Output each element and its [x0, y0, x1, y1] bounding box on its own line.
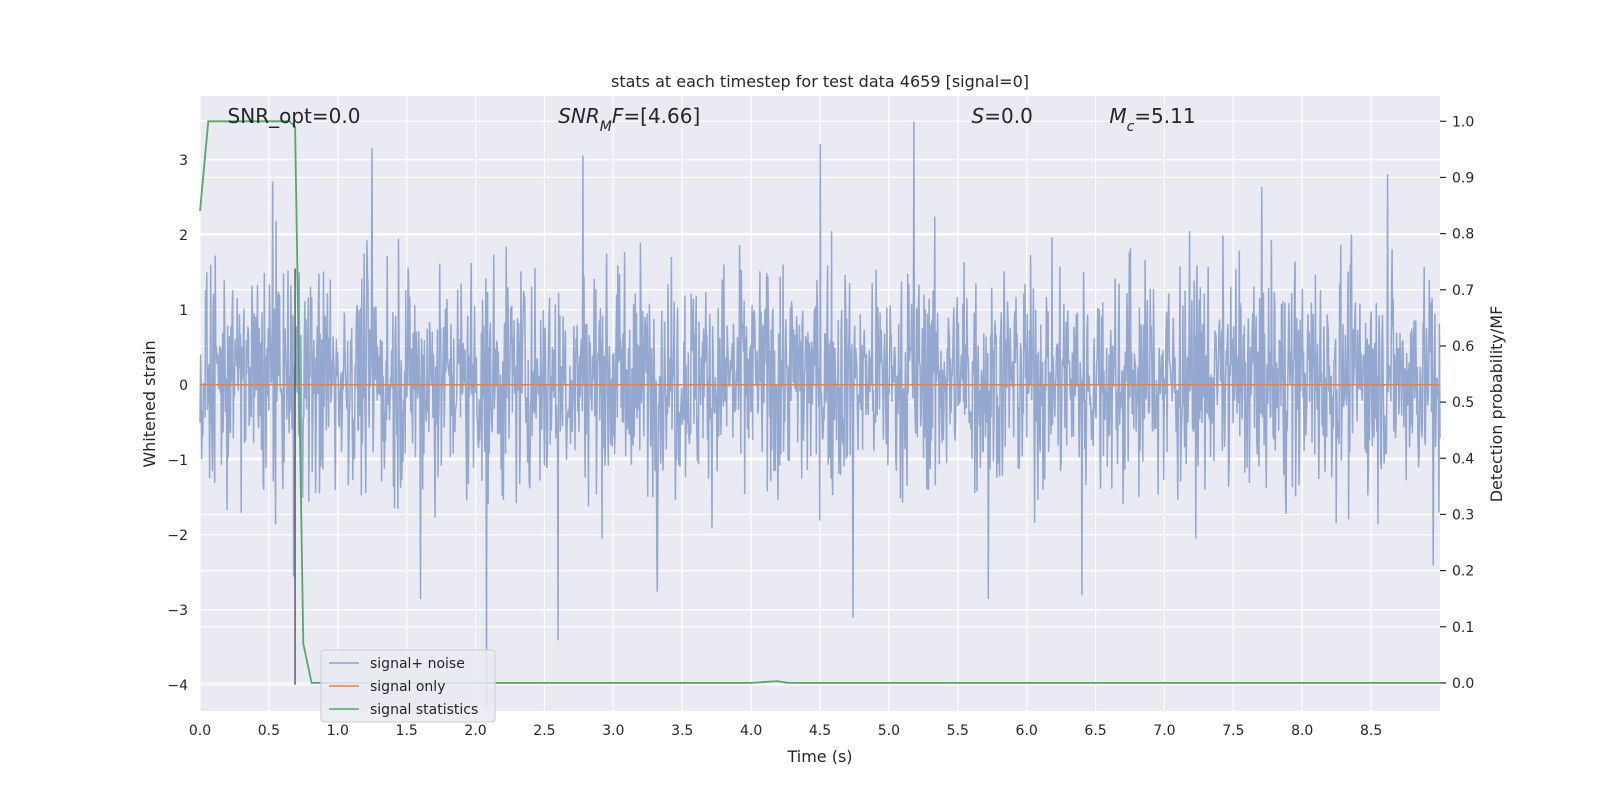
y2-tick-label: 0.1	[1452, 620, 1474, 636]
y-tick-label: 0	[179, 378, 188, 394]
y2-tick-label: 0.2	[1452, 564, 1474, 580]
y2-tick-label: 0.0	[1452, 676, 1474, 692]
signal-statistics-line	[199, 120, 1440, 684]
y-tick-label: −4	[167, 678, 188, 694]
y-tick-label: 3	[179, 153, 188, 169]
annotations: SNR_opt=0.0 SNRMF=[4.66] S=0.0 Mc=5.11	[228, 104, 1196, 135]
legend-label-signal-only: signal only	[370, 679, 445, 695]
x-tick-label: 6.5	[1084, 723, 1106, 739]
x-tick-label: 2.5	[533, 723, 555, 739]
y-tick-label: 2	[179, 228, 188, 244]
x-tick-label: 3.0	[602, 723, 624, 739]
x-tick-label: 0.5	[258, 723, 280, 739]
y2-tick-label: 0.7	[1452, 283, 1474, 299]
y-tick-label: −1	[167, 453, 188, 469]
annotation-3: Mc=5.11	[1109, 104, 1195, 135]
annotation-2: S=0.0	[972, 104, 1033, 128]
y2-axis-label: Detection probability/MF	[1487, 306, 1506, 503]
y2-tick-label: 0.3	[1452, 507, 1474, 523]
chart-title: stats at each timestep for test data 465…	[611, 72, 1029, 91]
y-axis-ticks: −4 −3 −2 −1 0 1 2 3	[167, 153, 188, 694]
x-tick-label: 0.0	[189, 723, 211, 739]
y2-tick-label: 0.4	[1452, 451, 1474, 467]
legend: signal+ noise signal only signal statist…	[320, 649, 496, 723]
y2-tick-label: 0.6	[1452, 339, 1474, 355]
series-signal-noise	[199, 121, 1441, 709]
y2-tick-label: 0.8	[1452, 227, 1474, 243]
x-tick-label: 5.0	[878, 723, 900, 739]
annotation-0: SNR_opt=0.0	[228, 104, 361, 128]
legend-label-signal-statistics: signal statistics	[370, 702, 478, 718]
y-tick-label: −2	[167, 528, 188, 544]
legend-box	[320, 649, 496, 723]
legend-label-signal-noise: signal+ noise	[370, 656, 465, 672]
annotation-1: SNRMF=[4.66]	[558, 104, 700, 135]
x-tick-label: 7.0	[1153, 723, 1175, 739]
x-tick-label: 7.5	[1222, 723, 1244, 739]
y2-axis-ticks: 0.0 0.1 0.2 0.3 0.4 0.5 0.6 0.7 0.8 0.9 1.0	[1440, 114, 1474, 692]
y-tick-label: 1	[179, 303, 188, 319]
y2-tick-label: 0.5	[1452, 395, 1474, 411]
x-tick-label: 4.0	[740, 723, 762, 739]
x-tick-label: 1.0	[327, 723, 349, 739]
y-axis-label: Whitened strain	[140, 340, 159, 467]
x-tick-label: 4.5	[809, 723, 831, 739]
x-axis-label: Time (s)	[786, 747, 852, 766]
x-tick-label: 5.5	[947, 723, 969, 739]
signal-noise-trace	[199, 121, 1441, 709]
y2-tick-label: 1.0	[1452, 114, 1474, 130]
x-tick-label: 8.5	[1360, 723, 1382, 739]
series-lines	[199, 120, 1440, 685]
x-tick-label: 6.0	[1016, 723, 1038, 739]
y2-tick-label: 0.9	[1452, 170, 1474, 186]
x-tick-label: 3.5	[671, 723, 693, 739]
x-tick-label: 8.0	[1291, 723, 1313, 739]
x-axis-ticks: 0.0 0.5 1.0 1.5 2.0 2.5 3.0 3.5 4.0 4.5 5.0 5.5 6.0 6…	[189, 723, 1382, 739]
y-tick-label: −3	[167, 603, 188, 619]
x-tick-label: 2.0	[464, 723, 486, 739]
x-tick-label: 1.5	[396, 723, 418, 739]
